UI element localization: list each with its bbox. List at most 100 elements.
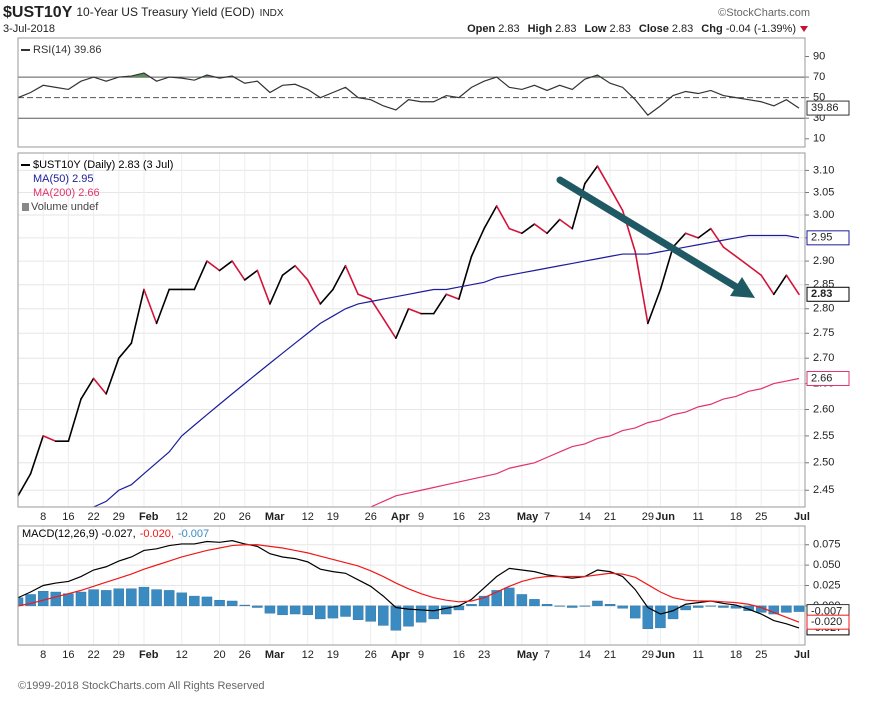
x-tick-label: 23 bbox=[478, 511, 490, 523]
histogram-bar bbox=[25, 594, 36, 607]
value-tag-label: -0.007 bbox=[811, 605, 842, 617]
histogram-bar bbox=[113, 588, 125, 607]
price-segment bbox=[546, 218, 561, 235]
histogram-bar bbox=[680, 605, 691, 611]
y-tick-label: 0.025 bbox=[813, 579, 841, 591]
value-tag bbox=[806, 230, 850, 246]
x-tick-label: 20 bbox=[213, 649, 225, 661]
quote-value: 2.83 bbox=[555, 23, 576, 35]
quote-label: Close bbox=[639, 23, 669, 35]
legend-entry: MA(50) 2.95 bbox=[33, 173, 94, 185]
series-line bbox=[93, 234, 800, 507]
price-segment bbox=[432, 293, 448, 315]
price-segment bbox=[357, 293, 372, 300]
x-tick-label: 12 bbox=[302, 511, 314, 523]
price-segment bbox=[29, 435, 44, 475]
y-tick-label: 2.55 bbox=[813, 430, 834, 442]
x-tick-label: 18 bbox=[730, 649, 742, 661]
histogram-bar bbox=[239, 604, 250, 607]
histogram-bar bbox=[667, 605, 679, 620]
price-segment bbox=[747, 264, 763, 277]
x-tick-label: 7 bbox=[544, 511, 550, 523]
price-segment bbox=[306, 279, 322, 305]
x-tick-label: 9 bbox=[418, 511, 424, 523]
x-tick-label: 14 bbox=[579, 649, 591, 661]
y-tick-label: 2.45 bbox=[813, 484, 834, 496]
histogram-bar bbox=[352, 605, 364, 620]
histogram-bar bbox=[214, 599, 225, 607]
value-tag bbox=[806, 370, 850, 386]
x-tick-label: 26 bbox=[239, 649, 251, 661]
series-line bbox=[370, 377, 800, 507]
price-segment bbox=[256, 269, 271, 305]
series-line bbox=[18, 540, 800, 629]
histogram-bar bbox=[315, 605, 326, 620]
x-tick-label: Apr bbox=[391, 511, 411, 523]
value-tag-label: -0.020 bbox=[811, 616, 842, 628]
y-tick-label: 70 bbox=[813, 71, 825, 83]
price-segment bbox=[193, 260, 208, 291]
histogram-bar bbox=[781, 605, 792, 613]
price-segment bbox=[773, 274, 788, 296]
histogram-bar bbox=[176, 592, 187, 607]
series-line bbox=[18, 544, 800, 623]
histogram-bar bbox=[466, 604, 477, 607]
histogram-bar bbox=[415, 605, 427, 623]
histogram-bar bbox=[516, 594, 528, 607]
value-tag-label: 2.95 bbox=[811, 232, 832, 244]
price-segment bbox=[609, 187, 624, 212]
value-tag bbox=[806, 614, 850, 630]
histogram-bar bbox=[579, 605, 591, 607]
legend-icon bbox=[22, 203, 29, 211]
y-tick-label: 3.00 bbox=[813, 209, 834, 221]
histogram-bar bbox=[302, 605, 313, 616]
histogram-bar bbox=[37, 591, 49, 607]
price-segment bbox=[659, 246, 674, 291]
quote-value: 2.83 bbox=[498, 23, 519, 35]
histogram-bar bbox=[541, 604, 553, 607]
price-segment bbox=[634, 250, 649, 325]
price-segment bbox=[117, 342, 133, 359]
x-tick-label: 23 bbox=[478, 649, 490, 661]
quote-value: -0.04 (-1.39%) bbox=[726, 23, 796, 35]
price-segment bbox=[684, 232, 700, 239]
x-tick-label: 26 bbox=[239, 511, 251, 523]
quote-label: Chg bbox=[701, 23, 722, 35]
x-tick-label: 25 bbox=[755, 511, 767, 523]
x-tick-label: 19 bbox=[327, 511, 339, 523]
x-tick-label: Jun bbox=[655, 511, 675, 523]
x-tick-label: 22 bbox=[87, 649, 99, 661]
x-tick-label: Jul bbox=[794, 649, 810, 661]
price-segment bbox=[369, 298, 385, 320]
histogram-bar bbox=[655, 605, 666, 629]
arrow-head bbox=[730, 277, 755, 298]
histogram-bar bbox=[189, 595, 200, 607]
histogram-bar bbox=[428, 605, 439, 620]
histogram-bar bbox=[289, 605, 301, 615]
price-segment bbox=[697, 227, 712, 239]
x-tick-label: 22 bbox=[87, 511, 99, 523]
histogram-bar bbox=[491, 590, 502, 607]
histogram-bar bbox=[201, 596, 213, 607]
plot-area bbox=[18, 72, 800, 119]
price-segment bbox=[67, 398, 82, 443]
y-tick-label: 2.80 bbox=[813, 303, 834, 315]
price-segment bbox=[155, 288, 170, 325]
price-segment bbox=[143, 288, 158, 325]
symbol: $UST10Y bbox=[3, 4, 73, 21]
y-tick-label: 0.050 bbox=[813, 559, 841, 571]
histogram-bar bbox=[504, 587, 515, 607]
price-segment bbox=[105, 357, 120, 395]
histogram-bar bbox=[630, 605, 641, 619]
arrow-shaft bbox=[556, 176, 742, 292]
price-segment bbox=[445, 293, 460, 300]
price-segment bbox=[407, 307, 422, 315]
panel-frame bbox=[17, 152, 806, 508]
price-segment bbox=[470, 227, 485, 258]
x-tick-label: 7 bbox=[544, 649, 550, 661]
title: $UST10Y 10-Year US Treasury Yield (EOD) IN… bbox=[3, 4, 284, 21]
panel-frame bbox=[17, 525, 806, 646]
panel-frame bbox=[17, 37, 806, 148]
histogram-bar bbox=[100, 590, 112, 607]
